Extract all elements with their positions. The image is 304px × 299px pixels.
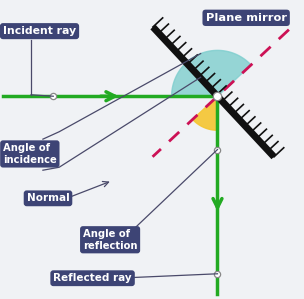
Text: Plane mirror: Plane mirror	[206, 13, 287, 23]
Text: Incident ray: Incident ray	[3, 26, 76, 36]
Text: Angle of
incidence: Angle of incidence	[3, 143, 57, 165]
Text: Reflected ray: Reflected ray	[53, 273, 132, 283]
Polygon shape	[172, 50, 251, 96]
Text: Angle of
reflection: Angle of reflection	[83, 229, 137, 251]
Polygon shape	[193, 96, 217, 130]
Text: Normal: Normal	[27, 193, 69, 203]
